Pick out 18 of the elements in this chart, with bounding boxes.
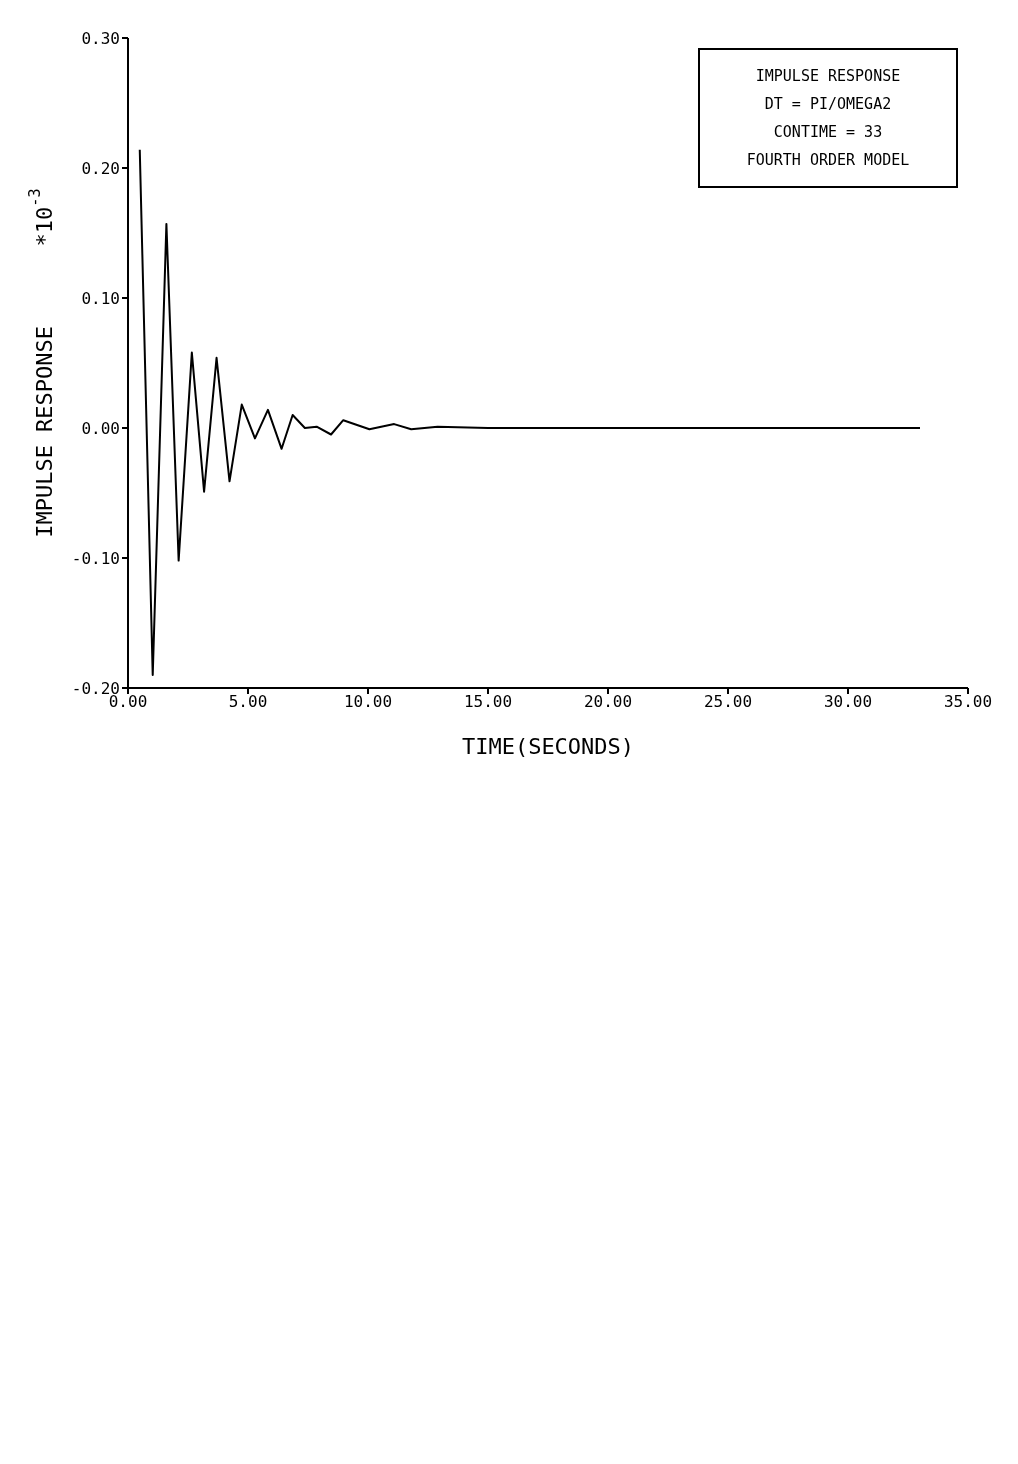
annotation: IMPULSE RESPONSE	[755, 66, 901, 87]
annotation: FOURTH ORDER MODEL	[746, 150, 910, 171]
x-axis-title: TIME(SECONDS)	[461, 734, 635, 759]
x-tick-label: 20.00	[583, 692, 633, 712]
x-tick-label: 5.00	[228, 692, 268, 712]
x-tick-label: 25.00	[703, 692, 753, 712]
y-tick-label: 0.00	[81, 418, 120, 438]
annotation: CONTIME = 33	[773, 122, 883, 143]
y-tick-label: -0.10	[71, 548, 120, 568]
line-series	[138, 148, 921, 676]
y-tick-label: 0.30	[81, 28, 120, 48]
x-tick-label: 30.00	[823, 692, 873, 712]
x-tick-label: 35.00	[943, 692, 993, 712]
x-tick-label: 10.00	[343, 692, 393, 712]
annotation: DT = PI/OMEGA2	[764, 94, 892, 115]
x-tick-label: 15.00	[463, 692, 513, 712]
y-tick-label: 0.20	[81, 158, 120, 178]
y-tick-label: 0.10	[81, 288, 120, 308]
